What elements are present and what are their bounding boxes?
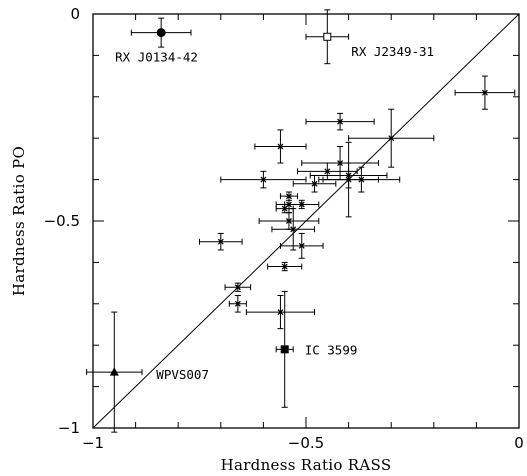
data-point [220,170,307,189]
marker-star [286,218,292,224]
data-point [254,129,307,164]
point-label: WPVS007 [156,367,209,382]
data-point [267,261,303,272]
marker-open-square [323,32,332,41]
x-tick-label: −1 [82,434,104,452]
data-point [86,311,143,433]
data-point [279,232,324,259]
data-point [305,9,350,65]
x-tick-label: −0.5 [288,434,324,452]
data-point [305,112,375,131]
marker-star [277,309,284,316]
y-axis-title: Hardness Ratio PO [10,146,28,296]
data-point [245,295,316,330]
marker-star [388,135,395,142]
marker-star [286,201,292,208]
data-point [301,145,379,181]
data-point [292,174,337,193]
marker-star [298,242,305,249]
marker-star [234,284,241,291]
data-point [199,232,243,251]
marker-star [324,168,331,175]
x-tick-label: 0 [514,434,524,452]
y-tick-label: −1 [58,419,80,437]
y-tick-label: 0 [70,5,80,23]
marker-star [260,176,267,183]
marker-star [337,118,344,125]
marker-star [217,238,224,245]
data-point [271,208,316,251]
data-point [348,108,435,168]
data-point [130,17,192,48]
marker-star [337,160,344,166]
marker-star [234,300,241,307]
marker-star [281,205,288,212]
marker-filled-triangle [109,367,119,376]
point-label: IC 3599 [305,342,358,357]
tick-labels: −1 −0.5 0 −1 −0.5 0 [44,5,524,452]
marker-filled-circle [156,28,166,38]
data-point [275,290,294,408]
data-point [454,75,516,110]
marker-filled-square [280,345,289,354]
marker-star [281,263,288,270]
data-point [224,282,252,292]
marker-star [290,226,297,233]
data-point [258,212,320,230]
marker-star [277,143,284,150]
point-label: RX J0134-42 [115,50,198,65]
data-point [322,166,401,193]
data-point [309,162,388,189]
point-label: RX J2349-31 [351,44,434,59]
marker-star [358,176,365,183]
data-point [275,195,303,214]
x-axis-title: Hardness Ratio RASS [221,456,392,474]
data-point [228,295,247,313]
data-points [86,9,516,433]
point-annotations: RX J0134-42 RX J2349-31 WPVS007 IC 3599 [115,44,434,382]
axis-ticks [92,13,520,429]
marker-star [311,180,318,187]
marker-star [345,172,352,179]
y-tick-label: −0.5 [44,212,80,230]
marker-star [481,89,488,96]
